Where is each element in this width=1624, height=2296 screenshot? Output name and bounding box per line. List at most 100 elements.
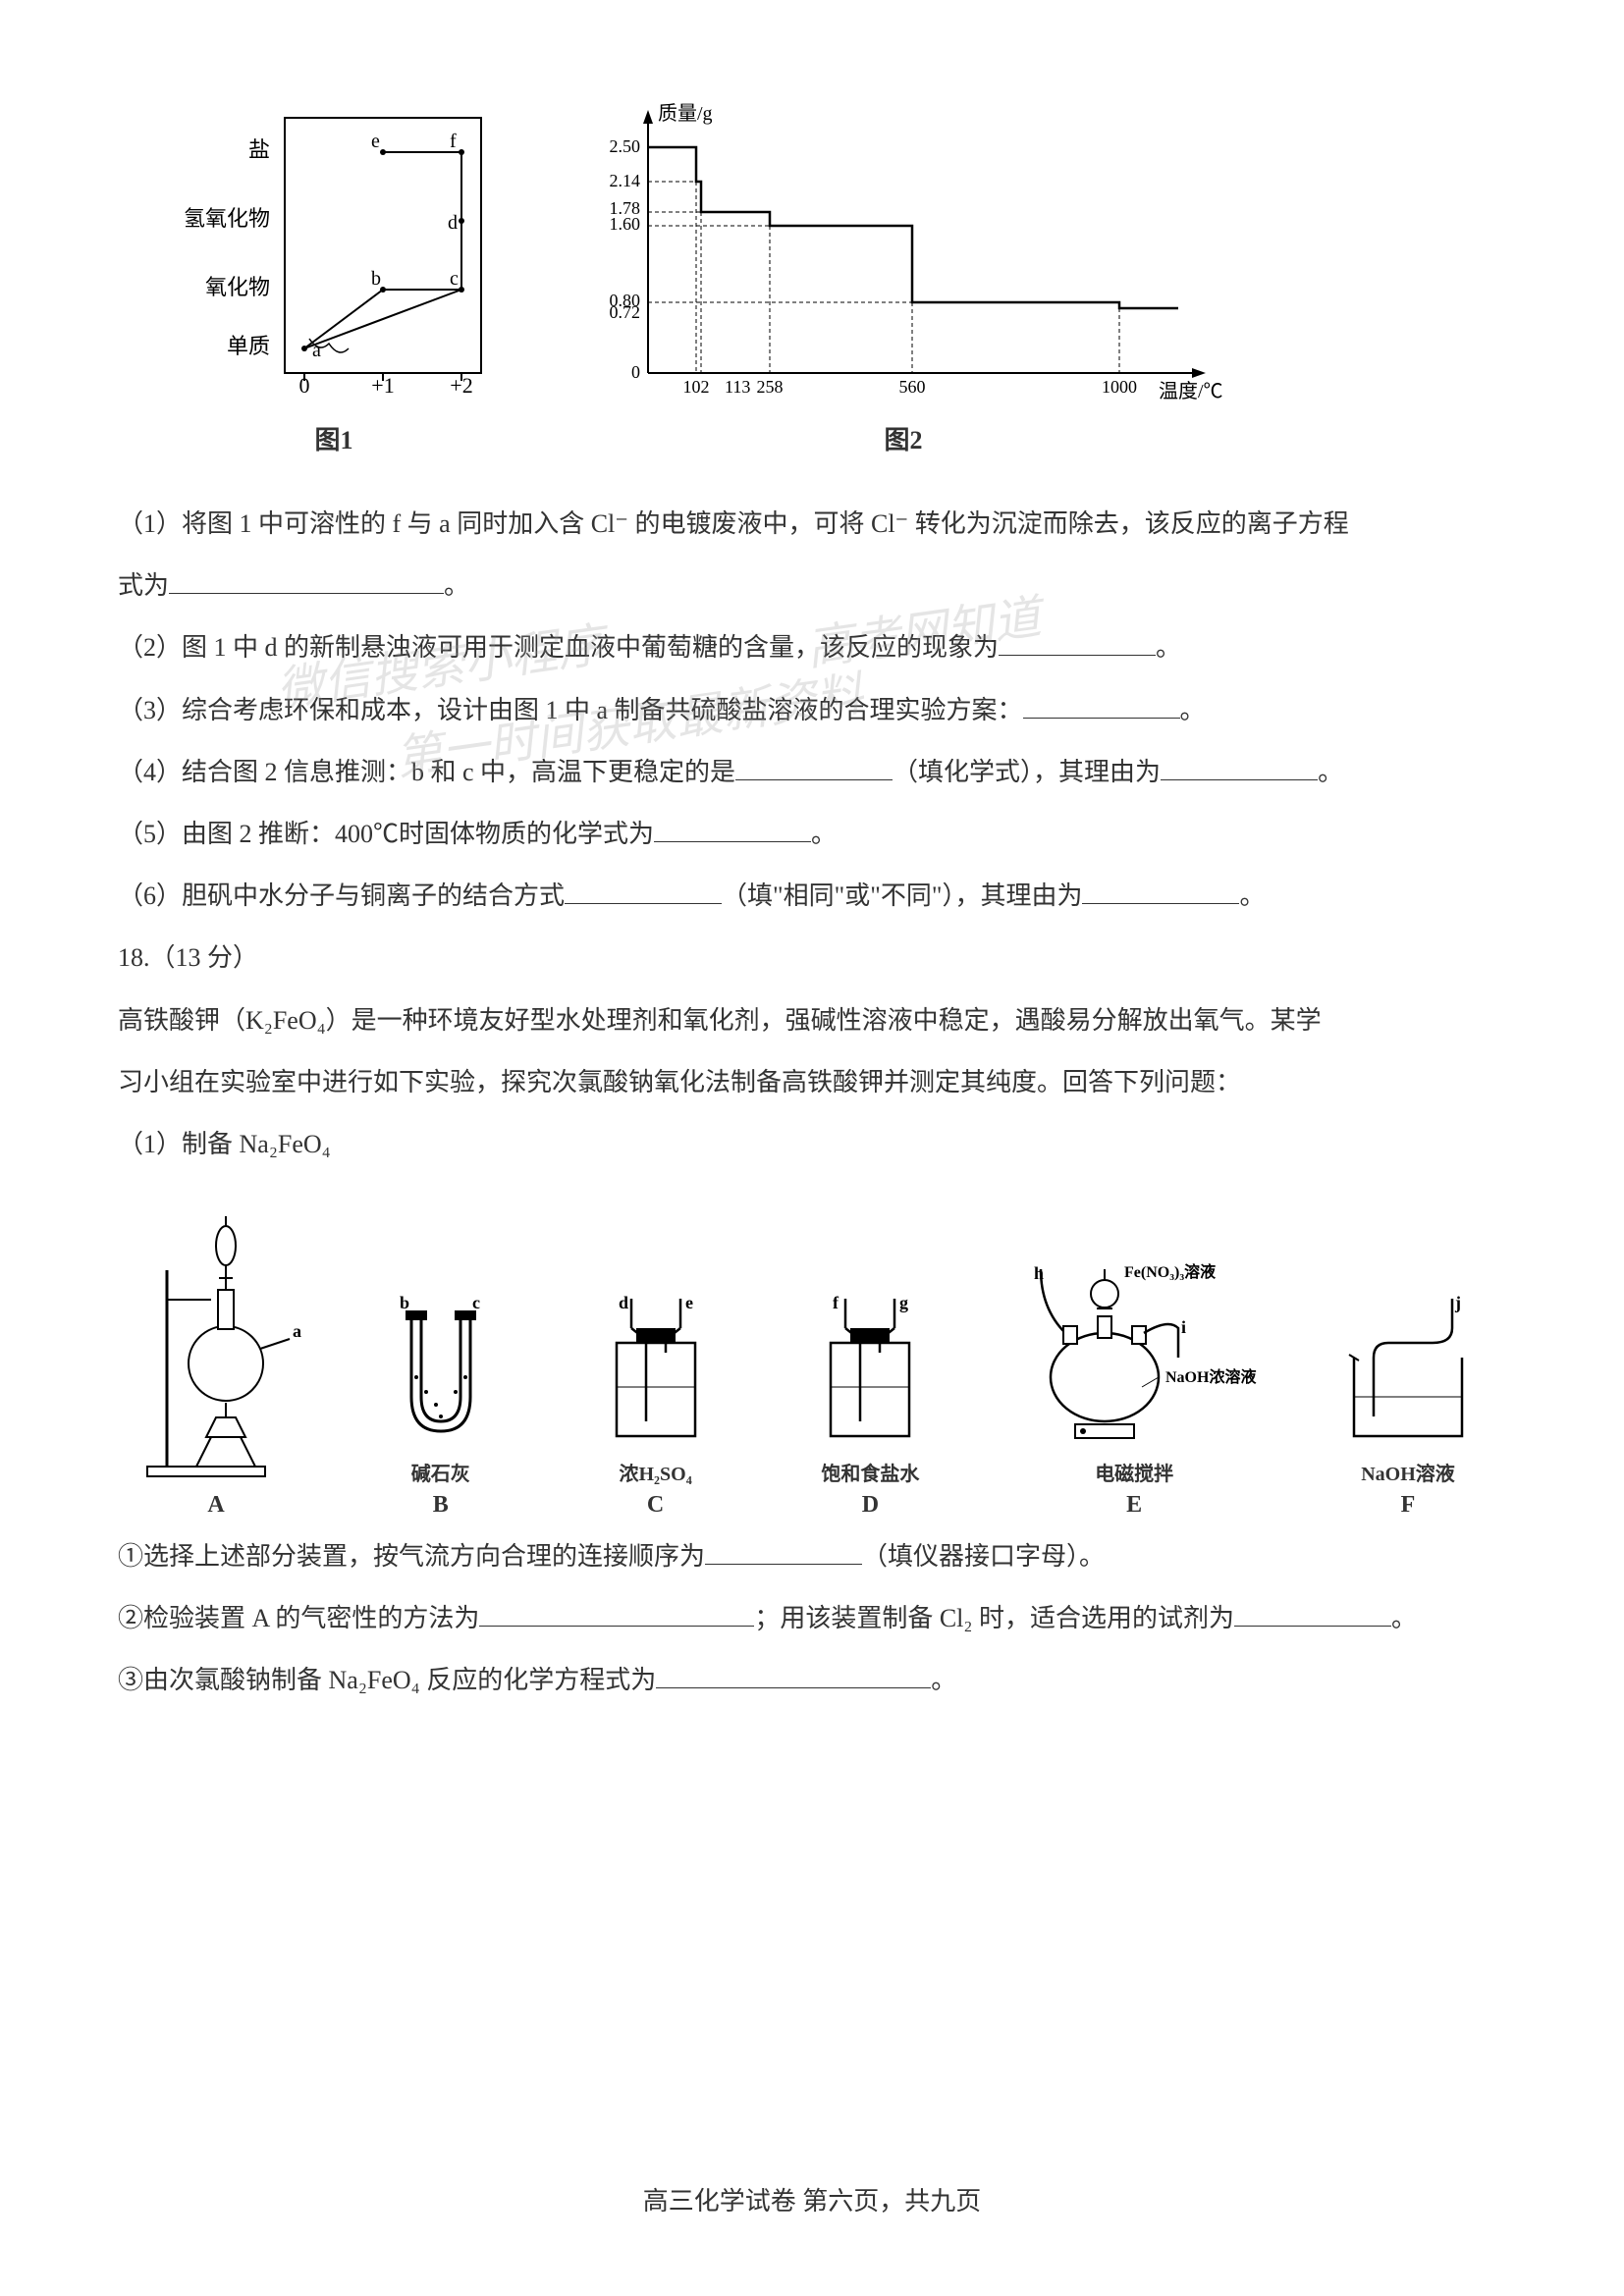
svg-text:g: g	[899, 1293, 908, 1312]
q18-sub3-text: ③由次氯酸钠制备 Na₂FeO₄ 反应的化学方程式为	[118, 1666, 656, 1694]
apparatus-E-label: E	[1126, 1492, 1142, 1519]
question-5: （5）由图 2 推断：400℃时固体物质的化学式为。	[118, 806, 1506, 862]
q3-blank[interactable]	[1023, 695, 1180, 719]
apparatus-E-sublabel: 电磁搅拌	[1095, 1458, 1173, 1486]
q5-blank[interactable]	[654, 819, 811, 842]
fig2-ylabel: 质量/g	[658, 102, 713, 125]
question-18-intro2: 习小组在实验室中进行如下实验，探究次氯酸钠氧化法制备高铁酸钾并测定其纯度。回答下…	[118, 1054, 1506, 1110]
question-18-sub2: ②检验装置 A 的气密性的方法为；用该装置制备 Cl₂ 时，适合选用的试剂为。	[118, 1590, 1506, 1646]
apparatus-A-label: A	[207, 1492, 224, 1519]
svg-text:258: 258	[757, 377, 784, 397]
svg-text:a: a	[293, 1321, 301, 1341]
q6b-blank[interactable]	[1082, 881, 1239, 904]
q1-text: （1）将图 1 中可溶性的 f 与 a 同时加入含 Cl⁻ 的电镀废液中，可将 …	[118, 509, 1349, 538]
q6-text: （6）胆矾中水分子与铜离子的结合方式	[118, 881, 565, 910]
q18-sub1-text: ①选择上述部分装置，按气流方向合理的连接顺序为	[118, 1542, 705, 1571]
question-2: （2）图 1 中 d 的新制悬浊液可用于测定血液中葡萄糖的含量，该反应的现象为。	[118, 619, 1506, 675]
figure-1: 盐 氢氧化物 氧化物 单质 0 +1 +2 a b c d	[157, 98, 511, 456]
apparatus-F: j NaOH溶液 F	[1320, 1289, 1496, 1519]
q2-text: （2）图 1 中 d 的新制悬浊液可用于测定血液中葡萄糖的含量，该反应的现象为	[118, 633, 999, 662]
svg-text:i: i	[1181, 1317, 1186, 1337]
apparatus-B-sublabel: 碱石灰	[411, 1458, 470, 1486]
q6b-text: （填"相同"或"不同"），其理由为	[722, 881, 1082, 910]
apparatus-B: b c 碱石灰 B	[362, 1289, 519, 1519]
q18-text: 18.（13 分）	[118, 943, 258, 972]
q1-blank[interactable]	[169, 570, 444, 594]
question-1: （1）将图 1 中可溶性的 f 与 a 同时加入含 Cl⁻ 的电镀废液中，可将 …	[118, 496, 1506, 552]
figures-container: 盐 氢氧化物 氧化物 单质 0 +1 +2 a b c d	[118, 98, 1506, 456]
figure-1-svg: 盐 氢氧化物 氧化物 单质 0 +1 +2 a b c d	[157, 98, 511, 412]
q18-sub3-blank[interactable]	[656, 1665, 931, 1688]
svg-text:c: c	[472, 1293, 480, 1312]
question-6: （6）胆矾中水分子与铜离子的结合方式（填"相同"或"不同"），其理由为。	[118, 868, 1506, 924]
svg-text:b: b	[371, 268, 381, 290]
fig1-ylabel-2: 氧化物	[205, 275, 270, 299]
apparatus-C: d e 浓H₂SO₄ C	[577, 1289, 734, 1519]
apparatus-F-label: F	[1401, 1492, 1416, 1519]
figure-1-caption: 图1	[314, 420, 352, 456]
q5-text: （5）由图 2 推断：400℃时固体物质的化学式为	[118, 820, 654, 848]
question-18-header: 18.（13 分）	[118, 930, 1506, 986]
q4-blank[interactable]	[735, 757, 893, 780]
apparatus-row: a A b c 碱石灰 B d e	[118, 1211, 1506, 1519]
question-4: （4）结合图 2 信息推测：b 和 c 中，高温下更稳定的是 （填化学式），其理由…	[118, 744, 1506, 800]
svg-text:e: e	[685, 1293, 693, 1312]
question-3: （3）综合考虑环保和成本，设计由图 1 中 a 制备共硫酸盐溶液的合理实验方案：…	[118, 682, 1506, 738]
q18-sub2-blank[interactable]	[479, 1603, 754, 1627]
svg-text:2.50: 2.50	[610, 136, 641, 156]
svg-text:b: b	[400, 1293, 409, 1312]
question-1b: 式为。	[118, 558, 1506, 614]
q3-text: （3）综合考虑环保和成本，设计由图 1 中 a 制备共硫酸盐溶液的合理实验方案：	[118, 696, 1023, 724]
apparatus-E: h Fe(NO₃)₃溶液 i NaOH浓溶液 电磁搅拌 E	[1006, 1240, 1262, 1519]
page-footer: 高三化学试卷 第六页，共九页	[0, 2181, 1624, 2217]
apparatus-E-extra1: Fe(NO₃)₃溶液	[1124, 1262, 1217, 1281]
q2-blank[interactable]	[999, 632, 1156, 656]
q18-sub1b-text: （填仪器接口字母）。	[862, 1542, 1105, 1571]
fig1-ylabel-3: 单质	[227, 334, 270, 358]
svg-text:2.14: 2.14	[610, 171, 641, 190]
q18-sub2-text: ②检验装置 A 的气密性的方法为	[118, 1604, 479, 1632]
q18-sub2b-text: ；用该装置制备 Cl₂ 时，适合选用的试剂为	[754, 1604, 1234, 1632]
svg-text:e: e	[371, 131, 380, 152]
apparatus-F-sublabel: NaOH溶液	[1361, 1458, 1455, 1486]
svg-text:113: 113	[725, 377, 750, 397]
svg-text:d: d	[619, 1293, 628, 1312]
q1b-text: 式为	[118, 571, 169, 600]
apparatus-D-label: D	[862, 1492, 879, 1519]
q6-blank[interactable]	[565, 881, 722, 904]
svg-text:d: d	[448, 212, 458, 234]
q18-1-text: （1）制备 Na₂FeO₄	[118, 1130, 331, 1158]
apparatus-C-label: C	[647, 1492, 664, 1519]
svg-text:f: f	[833, 1293, 839, 1312]
svg-text:c: c	[450, 268, 459, 290]
figure-2-caption: 图2	[884, 420, 922, 456]
svg-text:0: 0	[631, 362, 640, 382]
q4-text: （4）结合图 2 信息推测：b 和 c 中，高温下更稳定的是	[118, 758, 735, 786]
svg-text:560: 560	[899, 377, 926, 397]
question-18-sub3: ③由次氯酸钠制备 Na₂FeO₄ 反应的化学方程式为。	[118, 1652, 1506, 1708]
q18-sub1-blank[interactable]	[705, 1541, 862, 1565]
apparatus-A: a A	[128, 1211, 304, 1519]
apparatus-C-sublabel: 浓H₂SO₄	[619, 1458, 691, 1486]
apparatus-D-sublabel: 饱和食盐水	[821, 1458, 919, 1486]
fig1-ylabel-0: 盐	[248, 137, 270, 162]
fig1-ylabel-1: 氢氧化物	[184, 206, 270, 231]
question-18-sub1: ①选择上述部分装置，按气流方向合理的连接顺序为 （填仪器接口字母）。	[118, 1528, 1506, 1584]
svg-text:1.60: 1.60	[610, 214, 641, 234]
q18-sub2b-blank[interactable]	[1234, 1603, 1391, 1627]
svg-text:j: j	[1454, 1293, 1461, 1312]
svg-text:0.72: 0.72	[610, 302, 641, 322]
svg-text:1000: 1000	[1102, 377, 1137, 397]
apparatus-E-extra2: NaOH浓溶液	[1165, 1367, 1257, 1386]
svg-text:102: 102	[683, 377, 710, 397]
figure-2-svg: 质量/g 温度/℃ 2.50 2.14 1.78 1.60 0.80 0.72 …	[569, 98, 1237, 412]
q4b-text: （填化学式），其理由为	[893, 758, 1161, 786]
question-18-intro1: 高铁酸钾（K₂FeO₄）是一种环境友好型水处理剂和氧化剂，强碱性溶液中稳定，遇酸…	[118, 992, 1506, 1048]
svg-text:f: f	[450, 131, 457, 152]
question-18-1: （1）制备 Na₂FeO₄	[118, 1116, 1506, 1172]
q18-intro2-text: 习小组在实验室中进行如下实验，探究次氯酸钠氧化法制备高铁酸钾并测定其纯度。回答下…	[118, 1068, 1241, 1096]
q4b-blank[interactable]	[1161, 757, 1318, 780]
q18-intro1-text: 高铁酸钾（K₂FeO₄）是一种环境友好型水处理剂和氧化剂，强碱性溶液中稳定，遇酸…	[118, 1006, 1322, 1035]
fig2-xlabel: 温度/℃	[1159, 380, 1223, 402]
figure-2: 质量/g 温度/℃ 2.50 2.14 1.78 1.60 0.80 0.72 …	[569, 98, 1237, 456]
